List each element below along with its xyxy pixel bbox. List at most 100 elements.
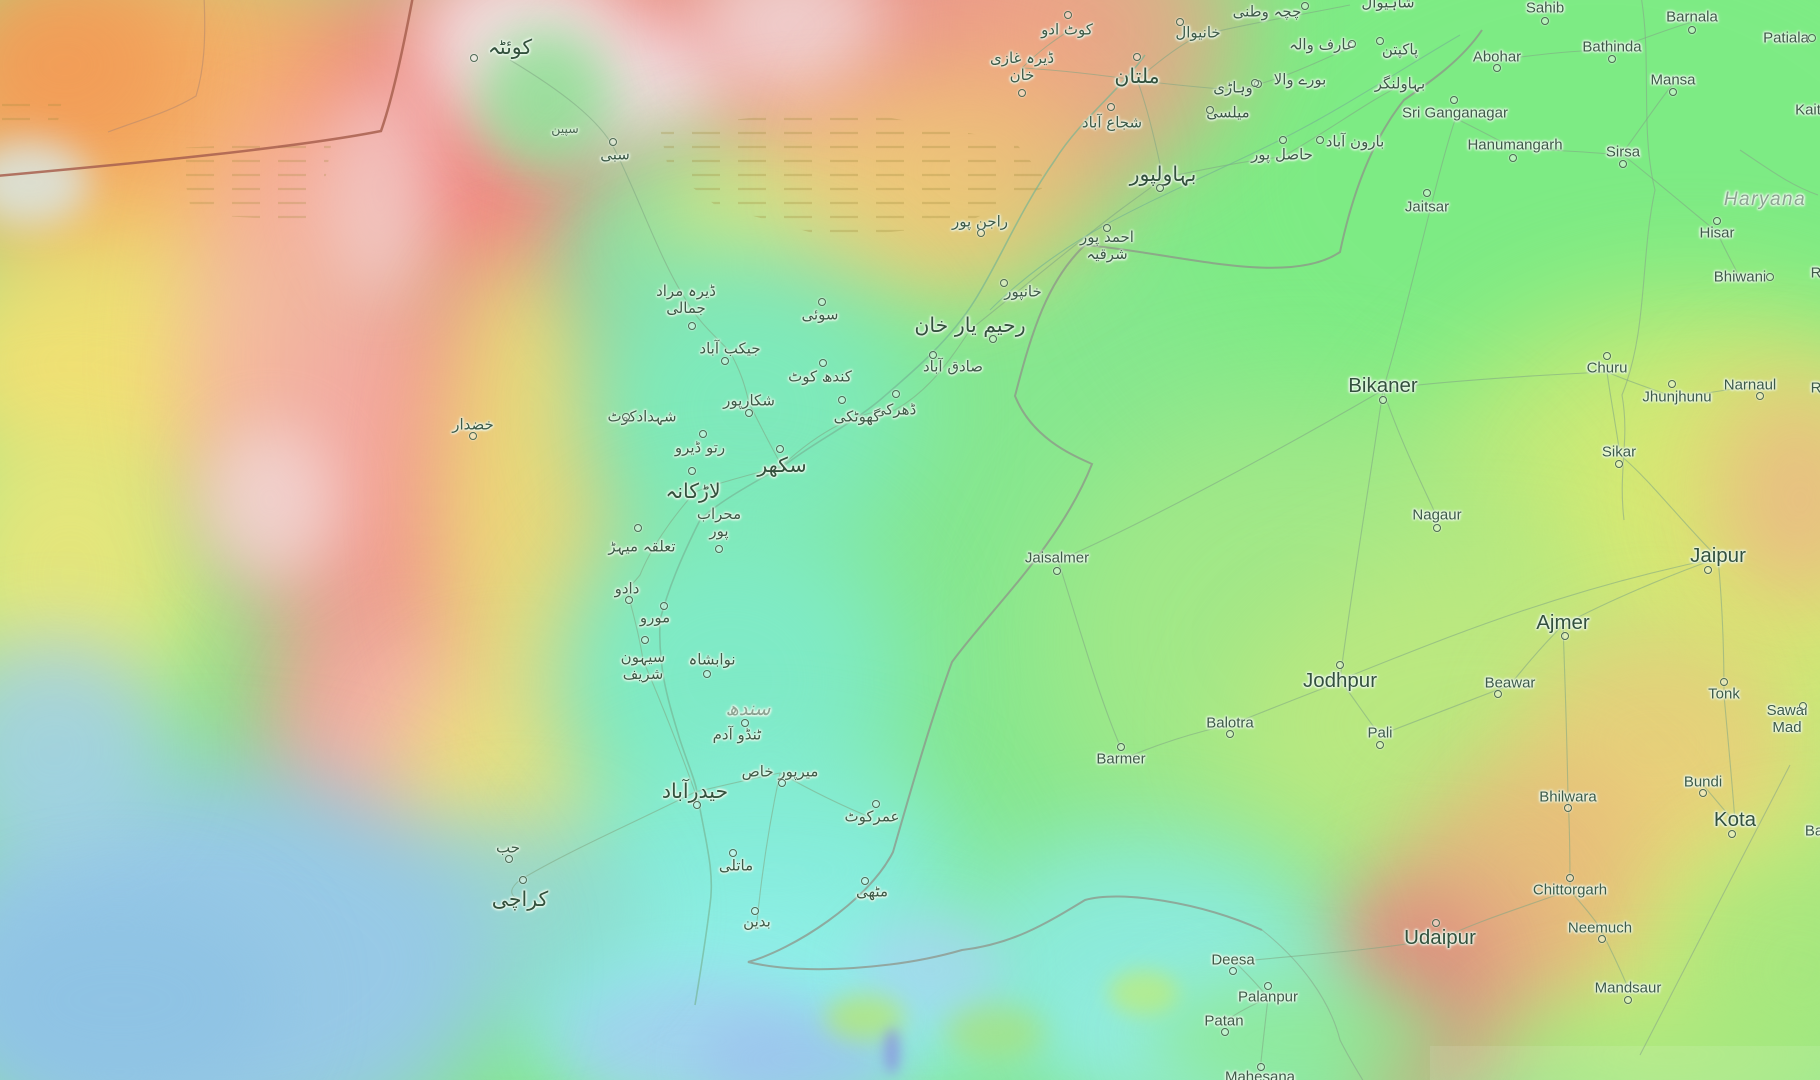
place-label: Mandsaur	[1594, 979, 1662, 997]
city-marker	[1619, 160, 1627, 168]
place-label: Sawai Mad	[1766, 701, 1808, 736]
city-marker	[1254, 80, 1262, 88]
city-marker	[1541, 17, 1549, 25]
city-marker	[1206, 106, 1214, 114]
city-marker	[989, 335, 997, 343]
place-label: Bundi	[1683, 773, 1723, 791]
place-label: دادو	[614, 579, 640, 598]
city-marker	[1564, 804, 1572, 812]
city-marker	[1808, 34, 1816, 42]
place-label: تعلقہ میہڑ	[608, 537, 676, 556]
place-label: خانیوال	[1175, 23, 1221, 42]
city-marker	[1336, 661, 1344, 669]
place-label: R	[1810, 264, 1820, 282]
city-marker	[1117, 743, 1125, 751]
region-label: سندھ	[725, 699, 771, 721]
city-marker	[1615, 460, 1623, 468]
city-marker	[1450, 96, 1458, 104]
city-marker	[703, 670, 711, 678]
place-label: رحیم یار خان	[914, 313, 1026, 338]
place-label: سوئی	[801, 305, 839, 324]
place-label: راجن پور	[951, 212, 1009, 231]
city-marker	[609, 138, 617, 146]
place-label: شاہیوال	[1361, 0, 1415, 12]
place-label: Nagaur	[1412, 506, 1462, 524]
city-marker	[641, 636, 649, 644]
place-label: Palanpur	[1237, 988, 1299, 1006]
place-label: شجاع آباد	[1081, 113, 1143, 132]
place-label: مورو	[639, 608, 671, 627]
city-marker	[1103, 224, 1111, 232]
city-marker	[1509, 154, 1517, 162]
place-label: عارف والہ	[1289, 35, 1355, 54]
city-marker	[715, 545, 723, 553]
place-label: شہدادکوٹ	[607, 407, 677, 426]
place-label: ملتان	[1114, 64, 1160, 89]
place-label: کوئٹہ	[487, 35, 533, 60]
city-marker	[1064, 11, 1072, 19]
place-label: Deesa	[1211, 951, 1255, 969]
place-label: صادق آباد	[923, 357, 983, 376]
city-marker	[1494, 690, 1502, 698]
place-label: Bikaner	[1348, 374, 1418, 398]
place-label: Jodhpur	[1302, 669, 1378, 693]
place-label: Mahesana	[1224, 1068, 1296, 1080]
place-label: محراب پور	[696, 504, 742, 540]
place-label: ماتلی	[718, 856, 754, 875]
place-label: نوابشاہ	[688, 650, 736, 669]
city-marker	[469, 432, 477, 440]
city-marker	[505, 855, 513, 863]
place-label: Jhunjhunu	[1642, 388, 1712, 406]
city-marker	[1669, 88, 1677, 96]
place-label: حاصل پور	[1251, 145, 1313, 164]
place-label: Sahib	[1525, 0, 1565, 17]
place-label: بہاولپور	[1129, 162, 1197, 187]
place-label: Mansa	[1650, 71, 1696, 89]
city-marker	[1316, 136, 1324, 144]
city-marker	[1766, 273, 1774, 281]
city-marker	[1799, 702, 1807, 710]
place-label: بہاولنگر	[1374, 74, 1426, 93]
city-marker	[1221, 1028, 1229, 1036]
city-marker	[1229, 967, 1237, 975]
city-marker	[470, 54, 478, 62]
city-marker	[1053, 567, 1061, 575]
place-label: سیہون شریف	[620, 647, 666, 683]
place-label: احمد پور شرقیہ	[1080, 227, 1134, 263]
city-marker	[1608, 55, 1616, 63]
city-marker	[1107, 103, 1115, 111]
city-marker	[1720, 678, 1728, 686]
place-label: Barnala	[1666, 8, 1718, 26]
place-label: ڈھرکی	[873, 400, 917, 419]
place-label: Kota	[1713, 808, 1757, 832]
city-marker	[699, 430, 707, 438]
place-label: R	[1810, 379, 1820, 397]
city-marker	[745, 409, 753, 417]
region-label: Haryana	[1723, 189, 1807, 211]
city-marker	[741, 719, 749, 727]
city-marker	[1699, 789, 1707, 797]
city-marker	[1713, 217, 1721, 225]
place-label: Ajmer	[1536, 611, 1590, 635]
city-marker	[1566, 874, 1574, 882]
place-label: Balotra	[1206, 714, 1254, 732]
city-marker	[1432, 919, 1440, 927]
place-label: عمرکوٹ	[844, 807, 900, 826]
city-marker	[819, 359, 827, 367]
city-marker	[1301, 2, 1309, 10]
city-marker	[1728, 830, 1736, 838]
city-marker	[1156, 184, 1164, 192]
place-label: پاکپتن	[1381, 40, 1419, 59]
city-marker	[872, 800, 880, 808]
place-label: خضدار	[452, 415, 494, 434]
place-label: لاڑکانہ	[665, 479, 721, 504]
place-label: ڈیرہ مراد جمالی	[656, 281, 716, 317]
city-marker	[1561, 632, 1569, 640]
place-label: میلسی	[1206, 103, 1250, 122]
city-marker	[1668, 380, 1676, 388]
city-marker	[1624, 996, 1632, 1004]
city-marker	[1598, 935, 1606, 943]
place-label: گھوٹکی	[833, 407, 881, 426]
